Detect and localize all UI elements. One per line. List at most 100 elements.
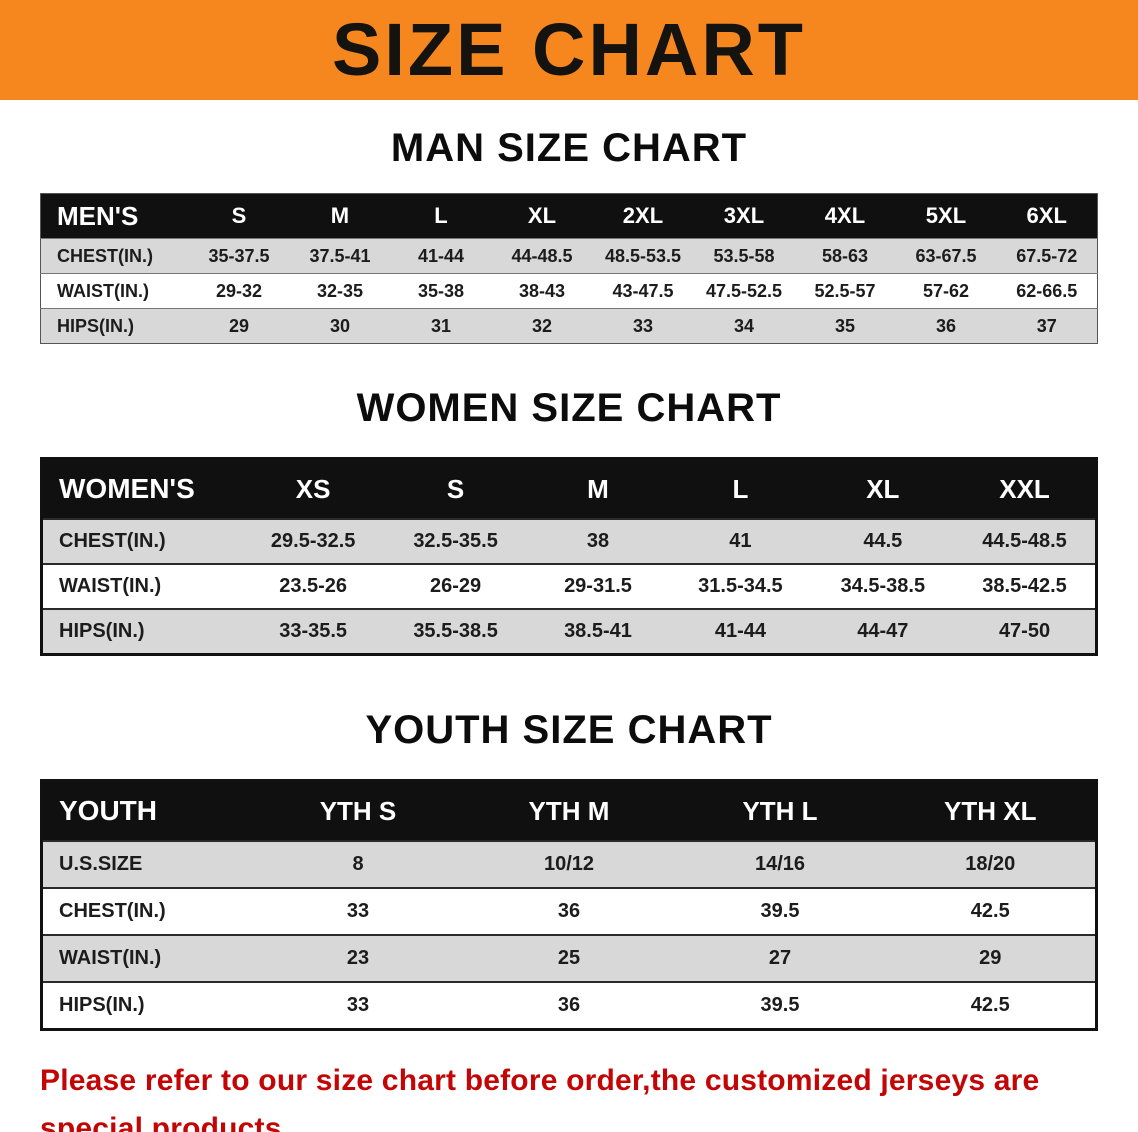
value-cell: 47-50 (954, 608, 1097, 655)
section-heading-men: MAN SIZE CHART (390, 126, 748, 170)
table-row: CHEST(IN.) 33 36 39.5 42.5 (41, 887, 1097, 935)
value-cell: 57-62 (895, 273, 997, 309)
size-header-cell: L (669, 458, 812, 519)
size-header-cell: 5XL (895, 193, 997, 239)
value-cell: 44-48.5 (491, 238, 593, 274)
table-header-row: MEN'S S M L XL 2XL 3XL 4XL 5XL 6XL (40, 193, 1098, 239)
row-label-cell: CHEST(IN.) (41, 887, 253, 935)
value-cell: 29.5-32.5 (241, 518, 385, 564)
row-label-cell: HIPS(IN.) (41, 608, 242, 655)
value-cell: 39.5 (674, 981, 886, 1030)
value-cell: 42.5 (885, 887, 1097, 935)
value-cell: 67.5-72 (996, 238, 1098, 274)
value-cell: 30 (289, 308, 391, 344)
value-cell: 42.5 (885, 981, 1097, 1030)
value-cell: 29 (885, 934, 1097, 982)
men-size-table: MEN'S S M L XL 2XL 3XL 4XL 5XL 6XL CHEST(IN.) 35-37… (40, 193, 1098, 344)
youth-size-table: YOUTH YTH S YTH M YTH L YTH XL U.S.SIZE 8 10/12… (40, 779, 1098, 1031)
value-cell: 29-32 (188, 273, 290, 309)
value-cell: 43-47.5 (592, 273, 694, 309)
value-cell: 38-43 (491, 273, 593, 309)
table-row: HIPS(IN.) 29 30 31 32 33 34 35 36 37 (40, 308, 1098, 344)
size-header-cell: S (384, 458, 527, 519)
value-cell: 41 (669, 518, 812, 564)
value-cell: 33 (252, 887, 464, 935)
size-header-cell: S (188, 193, 290, 239)
value-cell: 14/16 (674, 840, 886, 888)
table-title-cell: YOUTH (41, 780, 253, 841)
value-cell: 41-44 (669, 608, 812, 655)
value-cell: 35.5-38.5 (384, 608, 527, 655)
value-cell: 33 (252, 981, 464, 1030)
table-row: CHEST(IN.) 35-37.5 37.5-41 41-44 44-48.5 48.5… (40, 238, 1098, 274)
value-cell: 35-38 (390, 273, 492, 309)
row-label-cell: WAIST(IN.) (41, 563, 242, 609)
row-label-cell: CHEST(IN.) (40, 238, 189, 274)
table-row: WAIST(IN.) 29-32 32-35 35-38 38-43 43-47.5 47.… (40, 273, 1098, 309)
value-cell: 37.5-41 (289, 238, 391, 274)
value-cell: 36 (463, 887, 675, 935)
footer-line: Please refer to our size chart before or… (40, 1064, 1040, 1132)
value-cell: 41-44 (390, 238, 492, 274)
section-heading-youth: YOUTH SIZE CHART (365, 708, 773, 752)
value-cell: 34.5-38.5 (811, 563, 955, 609)
value-cell: 23.5-26 (241, 563, 385, 609)
value-cell: 52.5-57 (794, 273, 896, 309)
size-header-cell: 2XL (592, 193, 694, 239)
table-header-row: YOUTH YTH S YTH M YTH L YTH XL (41, 780, 1097, 841)
value-cell: 38.5-42.5 (954, 563, 1097, 609)
size-header-cell: YTH M (463, 780, 675, 841)
value-cell: 34 (693, 308, 795, 344)
value-cell: 25 (463, 934, 675, 982)
size-header-cell: M (526, 458, 670, 519)
value-cell: 38 (526, 518, 670, 564)
table-row: HIPS(IN.) 33 36 39.5 42.5 (41, 981, 1097, 1030)
table-title-cell: WOMEN'S (41, 458, 242, 519)
value-cell: 23 (252, 934, 464, 982)
row-label-cell: HIPS(IN.) (40, 308, 189, 344)
value-cell: 39.5 (674, 887, 886, 935)
size-header-cell: YTH XL (885, 780, 1097, 841)
row-label-cell: U.S.SIZE (41, 840, 253, 888)
row-label-cell: CHEST(IN.) (41, 518, 242, 564)
value-cell: 36 (463, 981, 675, 1030)
table-header-row: WOMEN'S XS S M L XL XXL (41, 458, 1097, 519)
size-header-cell: YTH S (252, 780, 464, 841)
value-cell: 32-35 (289, 273, 391, 309)
value-cell: 33-35.5 (241, 608, 385, 655)
value-cell: 63-67.5 (895, 238, 997, 274)
value-cell: 31 (390, 308, 492, 344)
table-row: HIPS(IN.) 33-35.5 35.5-38.5 38.5-41 41-44 44-… (41, 608, 1097, 655)
value-cell: 38.5-41 (526, 608, 670, 655)
value-cell: 62-66.5 (996, 273, 1098, 309)
row-label-cell: WAIST(IN.) (40, 273, 189, 309)
section-heading-women: WOMEN SIZE CHART (356, 386, 782, 430)
value-cell: 18/20 (885, 840, 1097, 888)
size-header-cell: XS (241, 458, 385, 519)
size-header-cell: XL (811, 458, 955, 519)
value-cell: 35-37.5 (188, 238, 290, 274)
table-row: WAIST(IN.) 23.5-26 26-29 29-31.5 31.5-34.5 34… (41, 563, 1097, 609)
size-header-cell: L (390, 193, 492, 239)
value-cell: 27 (674, 934, 886, 982)
value-cell: 31.5-34.5 (669, 563, 812, 609)
banner-title: SIZE CHART (332, 8, 806, 91)
size-header-cell: YTH L (674, 780, 886, 841)
size-header-cell: 3XL (693, 193, 795, 239)
value-cell: 35 (794, 308, 896, 344)
value-cell: 8 (252, 840, 464, 888)
value-cell: 33 (592, 308, 694, 344)
value-cell: 32 (491, 308, 593, 344)
value-cell: 44.5 (811, 518, 955, 564)
table-title-cell: MEN'S (40, 193, 189, 239)
value-cell: 10/12 (463, 840, 675, 888)
value-cell: 37 (996, 308, 1098, 344)
value-cell: 26-29 (384, 563, 527, 609)
value-cell: 48.5-53.5 (592, 238, 694, 274)
table-row: U.S.SIZE 8 10/12 14/16 18/20 (41, 840, 1097, 888)
row-label-cell: HIPS(IN.) (41, 981, 253, 1030)
value-cell: 36 (895, 308, 997, 344)
size-header-cell: 4XL (794, 193, 896, 239)
women-size-table: WOMEN'S XS S M L XL XXL CHEST(IN.) 29.5-32.5 32.5… (40, 457, 1098, 656)
